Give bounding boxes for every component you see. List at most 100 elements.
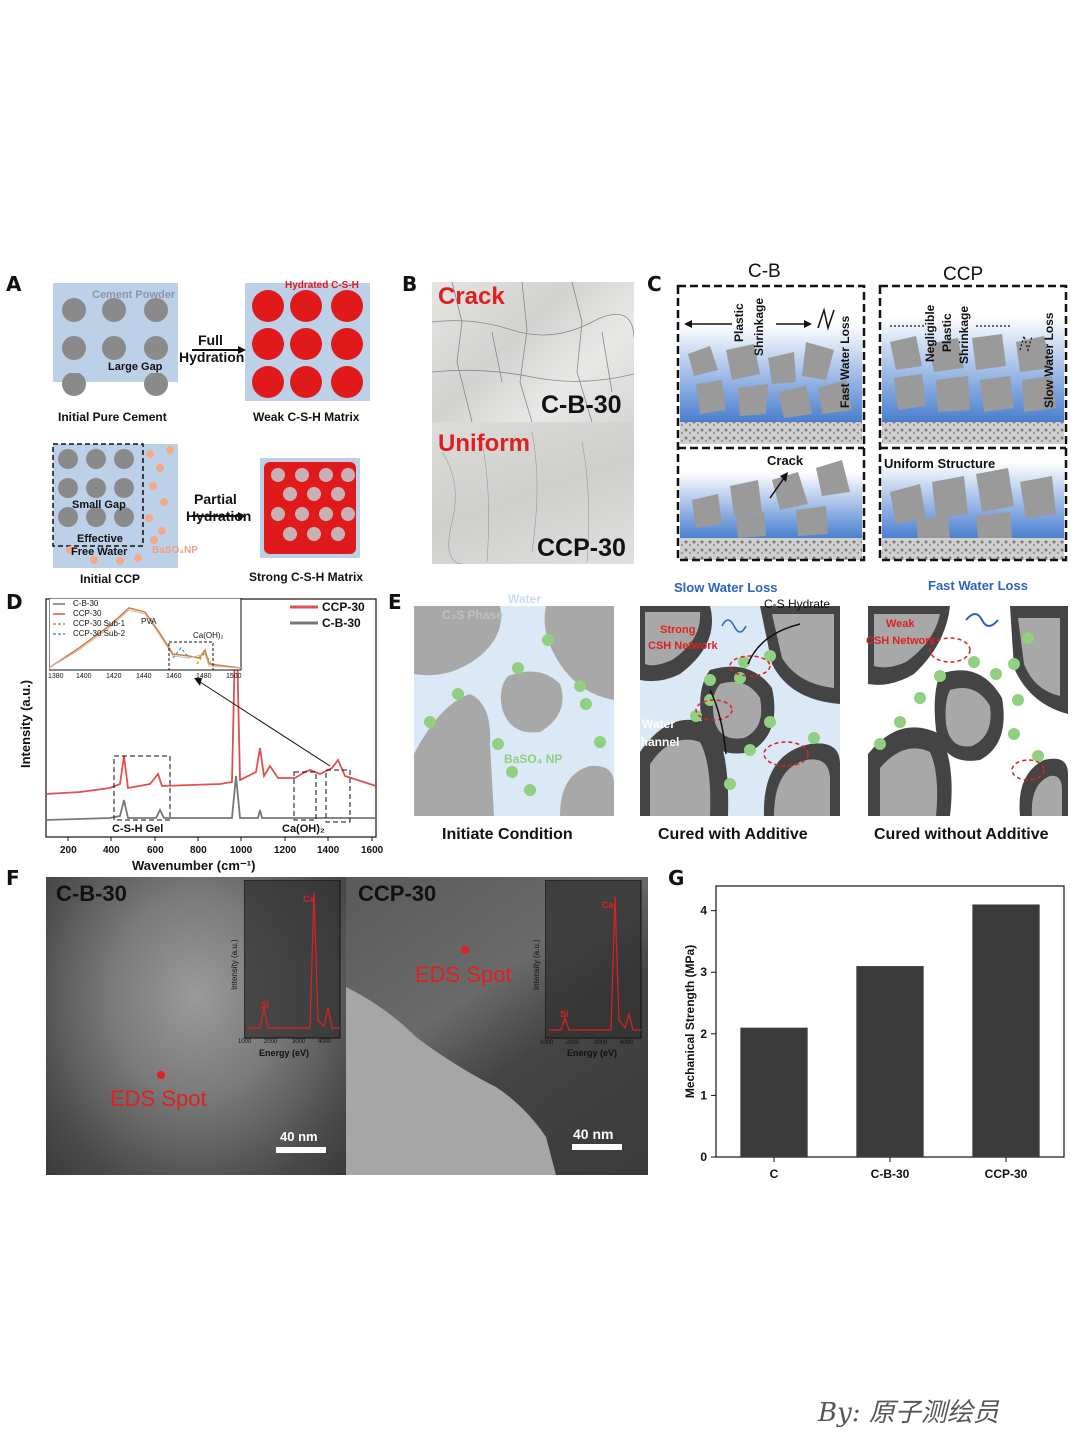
inset-legend-cb30: C-B-30 — [73, 599, 99, 608]
csh-network2-label: CSH Network — [866, 635, 936, 647]
eds-spot-marker-1 — [157, 1071, 165, 1079]
eds-spot-label-1: EDS Spot — [110, 1086, 207, 1111]
eds2-xtick-2000: 2000 — [566, 1040, 580, 1046]
crack-c-label: Crack — [767, 453, 804, 468]
baso4-np-e-label: BaSO₄ NP — [504, 752, 563, 766]
water-channel-label-2: Channel — [632, 735, 680, 749]
eds1-xtick-2000: 2000 — [264, 1039, 278, 1045]
y-tick-label: 4 — [700, 904, 707, 918]
large-gap-label: Large Gap — [108, 361, 163, 373]
eds1-xlabel: Energy (eV) — [259, 1048, 310, 1058]
hydration2-label: Hydration — [186, 508, 252, 524]
eds2-xtick-1000: 1000 — [540, 1040, 554, 1046]
strong-label: Strong — [660, 624, 696, 636]
inset-xtick-1460: 1460 — [166, 673, 182, 680]
panel-label-d: D — [6, 590, 23, 614]
panel-label-a: A — [6, 272, 22, 296]
hydrated-csh-label: Hydrated C-S-H — [285, 280, 359, 291]
full-label: Full — [198, 332, 223, 348]
shrinkage2-label: Shrinkage — [957, 305, 971, 364]
legend-cb30: C-B-30 — [322, 616, 361, 630]
eds1-xtick-3000: 3000 — [292, 1039, 306, 1045]
eds1-ca-label: Ca — [303, 894, 315, 904]
xtick-1600: 1600 — [361, 845, 384, 856]
tem-title-ccp30: CCP-30 — [358, 881, 437, 906]
negligible-label: Negligible — [923, 304, 937, 362]
fast-water-loss-e-label: Fast Water Loss — [928, 578, 1028, 593]
cement-powder-label: Cement Powder — [92, 289, 176, 301]
eds2-ylabel: Intensity (a.u.) — [532, 939, 541, 990]
eds-inset-1 — [244, 880, 341, 1039]
inset-xtick-1420: 1420 — [106, 673, 122, 680]
inset-xtick-1380: 1380 — [48, 673, 64, 680]
y-tick-label: 1 — [700, 1088, 707, 1102]
uniform-structure-label: Uniform Structure — [884, 456, 996, 471]
caption-initiate: Initiate Condition — [442, 826, 573, 843]
eds-spot-marker-2 — [461, 946, 469, 954]
caption-with-additive: Cured with Additive — [658, 826, 808, 843]
panel-e-schematic — [414, 606, 1068, 816]
eds1-xtick-4000: 4000 — [318, 1039, 332, 1045]
inset-legend-ccp30: CCP-30 — [73, 609, 102, 618]
raman-inset-chart — [49, 598, 242, 671]
c3s-phase-label: C₃S Phase — [442, 608, 503, 622]
eds1-ylabel: Intensity (a.u.) — [230, 939, 239, 990]
xtick-1400: 1400 — [317, 845, 340, 856]
eds1-si-label: Si — [261, 1000, 270, 1010]
eds2-si-label: Si — [560, 1009, 569, 1019]
sample-cb30-label: C-B-30 — [541, 391, 622, 419]
x-tick-label: C-B-30 — [871, 1167, 910, 1181]
small-gap-label: Small Gap — [72, 499, 126, 511]
y-tick-label: 3 — [700, 965, 707, 979]
plastic-label: Plastic — [732, 303, 746, 342]
xtick-600: 600 — [147, 845, 164, 856]
legend-ccp30: CCP-30 — [322, 600, 365, 614]
inset-caoh2-label: Ca(OH)₂ — [193, 631, 224, 640]
eds-inset-2 — [545, 880, 642, 1039]
mechanical-strength-bar-chart: 0 1 2 3 4 C C-B-30 CCP-30 Mechanical Strength (M… — [683, 885, 1065, 1181]
x-tick-label: C — [770, 1167, 779, 1181]
scale-bar-label-2: 40 nm — [573, 1126, 614, 1142]
weak-matrix-caption: Weak C-S-H Matrix — [253, 410, 360, 424]
panel-label-b: B — [402, 272, 418, 296]
strong-matrix-caption: Strong C-S-H Matrix — [249, 570, 363, 584]
sample-photo-ccp30 — [432, 422, 634, 564]
raman-ylabel: Intensity (a.u.) — [18, 679, 33, 768]
caption-without-additive: Cured without Additive — [874, 826, 1049, 843]
bar-ccp-30 — [972, 904, 1040, 1157]
inset-legend-sub2: CCP-30 Sub-2 — [73, 629, 126, 638]
sample-ccp30-label: CCP-30 — [537, 534, 626, 562]
inset-pva-label: PVA — [141, 617, 157, 626]
scale-bar-2 — [572, 1144, 622, 1150]
slow-water-loss-e-label: Slow Water Loss — [674, 580, 778, 595]
eds-spot-label-2: EDS Spot — [415, 962, 512, 987]
crack-label: Crack — [438, 283, 505, 310]
bar-c-b-30 — [856, 966, 924, 1157]
inset-xtick-1500: 1500 — [226, 673, 242, 680]
eds2-xlabel: Energy (eV) — [567, 1048, 618, 1058]
panel-label-f: F — [6, 866, 20, 890]
free-water-label: Free Water — [71, 546, 128, 558]
panel-a-schematic — [52, 283, 370, 568]
watermark: By: 原子测绘员 — [818, 1398, 999, 1428]
panel-label-e: E — [388, 590, 402, 614]
y-tick-label: 2 — [700, 1027, 707, 1041]
col-cb-title: C-B — [748, 261, 781, 282]
eds2-ca-label: Ca — [602, 900, 614, 910]
inset-xtick-1480: 1480 — [196, 673, 212, 680]
panel-label-g: G — [668, 866, 685, 890]
csh-gel-label: C-S-H Gel — [112, 823, 164, 835]
caoh2-label: Ca(OH)₂ — [282, 823, 325, 835]
tem-title-cb30: C-B-30 — [56, 881, 127, 906]
hydration-label: Hydration — [179, 349, 245, 365]
eds2-xtick-3000: 3000 — [594, 1040, 608, 1046]
plastic2-label: Plastic — [940, 313, 954, 352]
inset-xtick-1400: 1400 — [76, 673, 92, 680]
xtick-1000: 1000 — [230, 845, 253, 856]
raman-xlabel: Wavenumber (cm⁻¹) — [132, 858, 256, 873]
eds1-xtick-1000: 1000 — [238, 1039, 252, 1045]
initial-ccp-caption: Initial CCP — [80, 572, 141, 586]
xtick-800: 800 — [190, 845, 207, 856]
initial-pure-cement-caption: Initial Pure Cement — [58, 410, 167, 424]
eds2-xtick-4000: 4000 — [620, 1040, 634, 1046]
